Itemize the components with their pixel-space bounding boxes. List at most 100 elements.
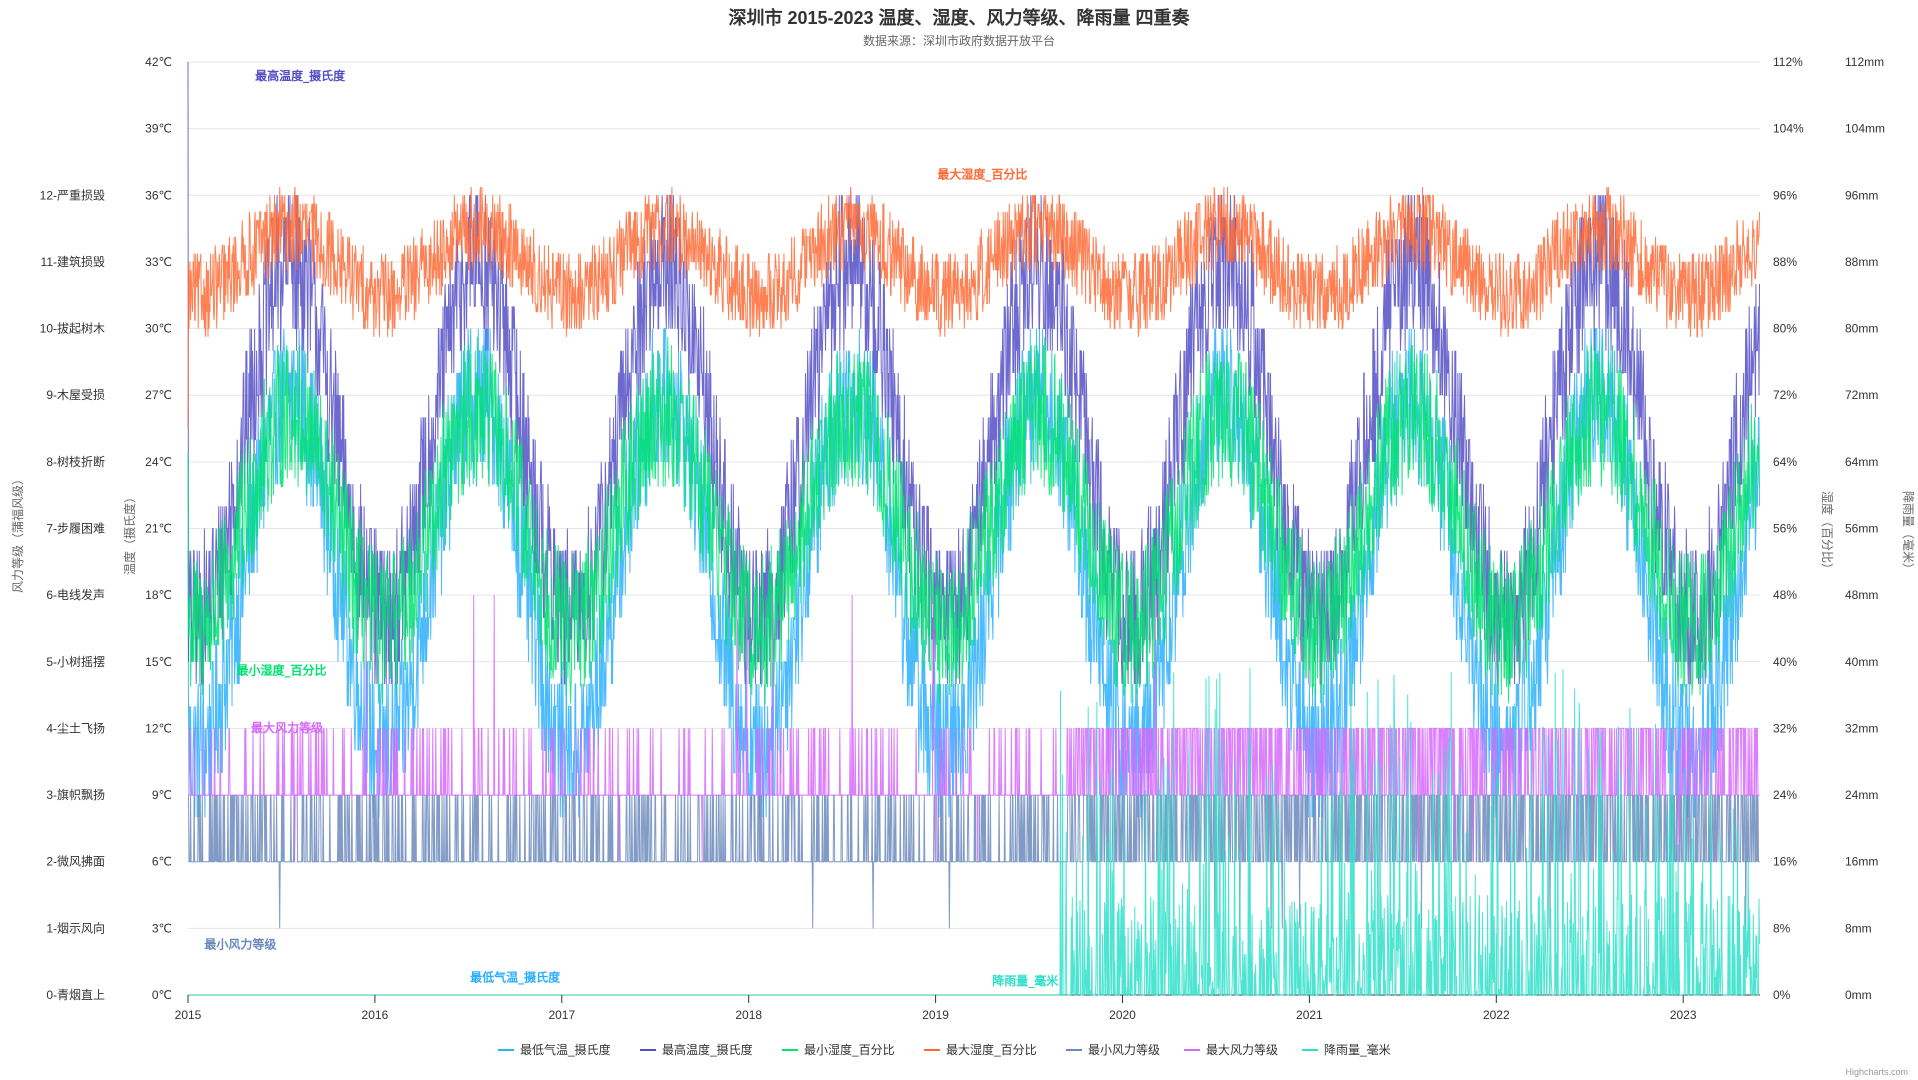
- series-lines: [187, 61, 1760, 996]
- rainfall-tick-label: 64mm: [1845, 455, 1878, 469]
- temperature-axis-title: 温度（摄氏度）: [122, 491, 137, 575]
- legend-item[interactable]: 最低气温_摄氏度: [498, 1042, 611, 1057]
- rainfall-axis: 0mm 8mm 16mm 24mm 32mm 40mm 48mm 56mm 64mm 72mm 80…: [1845, 55, 1885, 1002]
- humidity-tick-label: 104%: [1773, 122, 1804, 136]
- wind-axis-title: 风力等级（蒲福风级）: [10, 473, 25, 593]
- series-label: 最小湿度_百分比: [236, 662, 326, 678]
- humidity-tick-label: 0%: [1773, 988, 1791, 1002]
- wind-tick-label: 11-建筑损毁: [41, 254, 105, 269]
- rainfall-tick-label: 72mm: [1845, 388, 1878, 402]
- rainfall-tick-label: 96mm: [1845, 188, 1878, 202]
- rainfall-tick-label: 32mm: [1845, 721, 1878, 735]
- temperature-tick-label: 36℃: [145, 188, 172, 202]
- humidity-tick-label: 112%: [1773, 55, 1803, 69]
- chart-subtitle: 数据来源：深圳市政府数据开放平台: [863, 33, 1055, 48]
- rainfall-tick-label: 0mm: [1845, 988, 1872, 1002]
- rainfall-tick-label: 88mm: [1845, 255, 1878, 269]
- legend-item[interactable]: 最小风力等级: [1066, 1043, 1160, 1057]
- series-line[interactable]: [187, 336, 1760, 704]
- wind-tick-label: 8-树枝折断: [46, 454, 105, 469]
- wind-tick-label: 3-旗帜飘扬: [46, 787, 105, 802]
- rainfall-tick-label: 48mm: [1845, 588, 1878, 602]
- legend-label: 降雨量_毫米: [1324, 1042, 1391, 1057]
- rainfall-tick-label: 104mm: [1845, 122, 1885, 136]
- humidity-tick-label: 16%: [1773, 855, 1797, 869]
- wind-tick-label: 9-木屋受损: [46, 388, 105, 402]
- series-label: 最低气温_摄氏度: [470, 970, 561, 986]
- temperature-axis: 0℃ 3℃ 6℃ 9℃ 12℃ 15℃ 18℃ 21℃ 24℃ 27℃ 30℃ 33℃ 36℃ 39℃ 42…: [145, 55, 172, 1002]
- rainfall-tick-label: 112mm: [1845, 55, 1884, 69]
- x-tick-label: 2017: [548, 1008, 575, 1022]
- credits-link[interactable]: Highcharts.com: [1845, 1067, 1908, 1077]
- legend-label: 最低气温_摄氏度: [520, 1042, 611, 1057]
- temperature-tick-label: 24℃: [145, 455, 172, 469]
- x-tick-label: 2023: [1670, 1008, 1697, 1022]
- x-axis: 2015 2016 2017 2018 2019 2020 2021 2022 2023: [175, 995, 1697, 1022]
- humidity-tick-label: 72%: [1773, 388, 1797, 402]
- temperature-tick-label: 15℃: [145, 655, 172, 669]
- temperature-tick-label: 9℃: [152, 788, 172, 802]
- series-label: 最高温度_摄氏度: [255, 68, 346, 84]
- x-tick-label: 2021: [1296, 1008, 1323, 1022]
- rainfall-tick-label: 56mm: [1845, 522, 1878, 536]
- rainfall-tick-label: 8mm: [1845, 921, 1872, 935]
- rainfall-tick-label: 16mm: [1845, 855, 1878, 869]
- legend-item[interactable]: 降雨量_毫米: [1302, 1042, 1391, 1057]
- series-label: 最大风力等级: [251, 720, 323, 735]
- x-tick-label: 2020: [1109, 1008, 1136, 1022]
- rainfall-axis-title: 降雨量（毫米）: [1901, 491, 1916, 575]
- x-tick-label: 2015: [175, 1008, 202, 1022]
- temperature-tick-label: 30℃: [145, 322, 172, 336]
- wind-tick-label: 5-小树摇摆: [46, 654, 105, 669]
- wind-tick-label: 12-严重损毁: [40, 187, 105, 202]
- humidity-tick-label: 64%: [1773, 455, 1797, 469]
- wind-axis: 0-青烟直上 1-烟示风向 2-微风拂面 3-旗帜飘扬 4-尘土飞扬 5-小树摇摆 6-电线…: [40, 187, 105, 1002]
- series-label: 降雨量_毫米: [992, 973, 1059, 989]
- humidity-tick-label: 80%: [1773, 322, 1797, 336]
- temperature-tick-label: 0℃: [152, 988, 172, 1002]
- rainfall-tick-label: 80mm: [1845, 322, 1878, 336]
- wind-tick-label: 7-步履困难: [46, 522, 105, 536]
- humidity-tick-label: 8%: [1773, 921, 1791, 935]
- temperature-tick-label: 3℃: [152, 921, 172, 935]
- x-tick-label: 2022: [1483, 1008, 1510, 1022]
- temperature-tick-label: 42℃: [145, 55, 172, 69]
- rainfall-tick-label: 24mm: [1845, 788, 1878, 802]
- chart-title: 深圳市 2015-2023 温度、湿度、风力等级、降雨量 四重奏: [728, 7, 1190, 28]
- series-line[interactable]: [188, 595, 1760, 862]
- temperature-tick-label: 33℃: [145, 255, 172, 269]
- legend-label: 最高温度_摄氏度: [662, 1042, 753, 1057]
- series-line[interactable]: [188, 662, 1760, 996]
- humidity-tick-label: 40%: [1773, 655, 1797, 669]
- wind-tick-label: 1-烟示风向: [46, 920, 105, 935]
- humidity-axis: 0% 8% 16% 24% 32% 40% 48% 56% 64% 72% 80% 88% 96% 104…: [1773, 55, 1804, 1002]
- rainfall-tick-label: 40mm: [1845, 655, 1878, 669]
- wind-tick-label: 2-微风拂面: [46, 855, 105, 869]
- temperature-tick-label: 18℃: [145, 588, 172, 602]
- humidity-tick-label: 24%: [1773, 788, 1797, 802]
- legend-label: 最大湿度_百分比: [946, 1042, 1037, 1057]
- series-label: 最小风力等级: [204, 936, 276, 951]
- legend-item[interactable]: 最高温度_摄氏度: [640, 1042, 753, 1057]
- temperature-tick-label: 6℃: [152, 855, 172, 869]
- legend-label: 最小湿度_百分比: [804, 1042, 895, 1057]
- series-line[interactable]: [187, 186, 1760, 429]
- wind-tick-label: 4-尘土飞扬: [46, 720, 105, 735]
- humidity-tick-label: 96%: [1773, 188, 1797, 202]
- legend-item[interactable]: 最小湿度_百分比: [782, 1042, 895, 1057]
- temperature-tick-label: 21℃: [145, 522, 172, 536]
- temperature-tick-label: 27℃: [145, 388, 172, 402]
- series-label: 最大湿度_百分比: [937, 167, 1027, 183]
- legend-item[interactable]: 最大湿度_百分比: [924, 1042, 1037, 1057]
- temperature-tick-label: 12℃: [145, 721, 172, 735]
- legend: 最低气温_摄氏度 最高温度_摄氏度 最小湿度_百分比 最大湿度_百分比 最小风力等级 最大…: [498, 1042, 1391, 1057]
- legend-label: 最小风力等级: [1088, 1043, 1160, 1057]
- plot-area: [187, 61, 1760, 996]
- humidity-tick-label: 88%: [1773, 255, 1797, 269]
- humidity-tick-label: 32%: [1773, 721, 1797, 735]
- legend-label: 最大风力等级: [1206, 1043, 1278, 1057]
- humidity-tick-label: 48%: [1773, 588, 1797, 602]
- humidity-tick-label: 56%: [1773, 522, 1797, 536]
- legend-item[interactable]: 最大风力等级: [1184, 1043, 1278, 1057]
